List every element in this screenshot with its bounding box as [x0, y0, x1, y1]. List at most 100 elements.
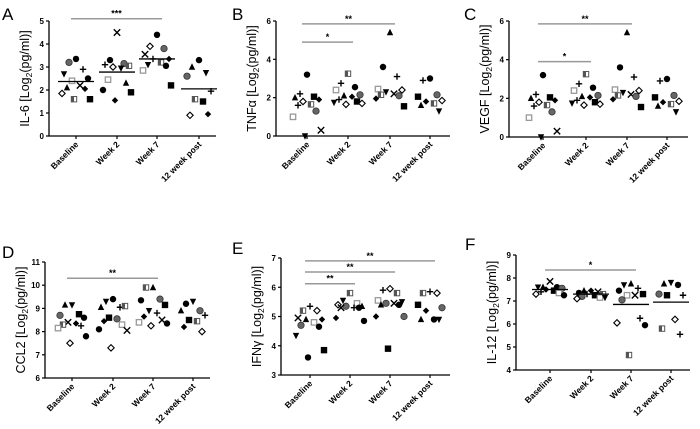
- group-3: [372, 284, 408, 352]
- chart-panel-f: F 4 5 6 7 8 9 IL-12 [Log2(pg/ml)] Baseline Week 2…: [465, 235, 690, 418]
- marker-x: [113, 28, 121, 37]
- marker-half-square-fill: [71, 96, 74, 102]
- marker-tri: [654, 102, 662, 109]
- marker-circle-grey: [382, 299, 390, 307]
- marker-circle-grey: [312, 107, 320, 115]
- x-tick-label: 12 week post: [631, 373, 676, 418]
- marker-diamond: [422, 98, 430, 105]
- marker-diamond: [180, 323, 188, 331]
- marker-circle: [82, 333, 90, 340]
- y-tick-label: 10: [31, 281, 40, 290]
- marker-circle: [430, 316, 438, 323]
- marker-circle: [109, 295, 117, 303]
- marker-tri-down: [398, 299, 406, 306]
- marker-sq: [400, 103, 408, 110]
- marker-plus: [636, 315, 644, 322]
- y-axis-label: IL-12 [Log2(pg/ml)]: [485, 261, 501, 364]
- y-axis-label-suffix: (pg/ml)]: [250, 266, 264, 308]
- marker-tri: [627, 280, 635, 287]
- axes: [275, 21, 450, 137]
- marker-half-square-fill: [192, 96, 195, 102]
- x-tick-label: Week 2: [563, 140, 591, 168]
- y-axis-label-subscript: 2: [251, 67, 261, 72]
- marker-sq: [414, 301, 422, 308]
- marker-plus: [575, 80, 583, 88]
- marker-diamond: [551, 97, 559, 104]
- marker-circle: [80, 314, 88, 321]
- marker-plus: [335, 96, 343, 103]
- x-tick-label: Baseline: [516, 140, 548, 172]
- marker-plus: [573, 97, 581, 104]
- marker-half-square-fill: [122, 303, 125, 309]
- y-axis-label-prefix: VEGF [Log: [478, 72, 492, 134]
- group-2: [95, 295, 131, 352]
- marker-diamond: [332, 314, 340, 322]
- marker-circle: [395, 301, 403, 308]
- y-axis-label-subscript: 2: [24, 72, 34, 77]
- marker-sq: [185, 316, 193, 324]
- marker-diamond: [315, 96, 323, 103]
- panel-label: E: [232, 239, 243, 258]
- marker-sq-half: [121, 302, 129, 310]
- marker-circle: [153, 31, 161, 38]
- y-tick-label: 4: [500, 56, 505, 65]
- marker-circle: [99, 86, 107, 94]
- marker-half-square-fill: [420, 290, 423, 296]
- marker-half-square-fill: [308, 101, 311, 108]
- x-tick-label: Week 2: [94, 139, 122, 167]
- marker-circle-grey: [65, 58, 73, 67]
- marker-circle: [182, 300, 190, 307]
- marker-tri: [149, 283, 157, 291]
- group-1: [525, 71, 561, 141]
- x-tick-label: Week 7: [130, 381, 158, 409]
- marker-tri-down: [537, 134, 545, 141]
- marker-half-square-fill: [615, 92, 618, 99]
- marker-tri: [417, 315, 425, 323]
- x-tick-label: Week 7: [134, 139, 162, 167]
- x-tick-label: Week 2: [568, 373, 596, 401]
- marker-half-square-fill: [378, 92, 381, 98]
- marker-sq-open: [289, 113, 297, 121]
- marker-sq-open: [68, 77, 76, 85]
- marker-tri: [580, 286, 588, 294]
- y-tick-label: 3: [40, 63, 45, 72]
- marker-plus: [419, 77, 427, 84]
- marker-half-square-fill: [659, 325, 662, 332]
- marker-diamond-open: [613, 318, 621, 327]
- marker-diamond-open: [398, 86, 406, 94]
- y-tick-label: 4: [272, 342, 277, 351]
- marker-diamond: [111, 97, 119, 104]
- marker-x: [553, 127, 561, 135]
- marker-tri-down: [117, 65, 125, 72]
- marker-sq-open: [104, 76, 112, 83]
- marker-circle: [355, 304, 363, 311]
- marker-sq: [105, 314, 113, 321]
- y-tick-label: 3: [272, 371, 277, 380]
- marker-circle-grey: [156, 295, 164, 303]
- marker-half-square-fill: [431, 100, 434, 107]
- marker-sq-open: [310, 318, 318, 326]
- y-tick-label: 5: [507, 343, 512, 352]
- marker-sq: [167, 82, 175, 89]
- marker-diamond-open: [580, 101, 588, 110]
- marker-circle: [560, 292, 568, 299]
- marker-plus: [379, 286, 387, 294]
- panel-label: C: [464, 5, 476, 24]
- y-axis-label-suffix: (pg/ml)]: [485, 261, 499, 303]
- marker-sq-half: [344, 70, 352, 77]
- chart-panel-e: E 3 4 5 6 7 IFNγ [Log2(pg/ml)] Baseline Week 2 We…: [232, 239, 450, 423]
- marker-circle-grey: [594, 91, 602, 100]
- marker-diamond-open: [146, 42, 154, 51]
- marker-circle: [615, 287, 623, 294]
- y-tick-label: 0: [40, 132, 45, 141]
- marker-diamond: [72, 320, 80, 327]
- marker-half-square-fill: [583, 71, 586, 77]
- marker-sq-half: [142, 284, 150, 291]
- marker-sq-open: [332, 86, 340, 94]
- marker-diamond-open: [573, 294, 581, 303]
- y-tick-label: 8: [36, 328, 41, 337]
- marker-sq: [384, 345, 392, 352]
- significance-label: **: [581, 14, 589, 24]
